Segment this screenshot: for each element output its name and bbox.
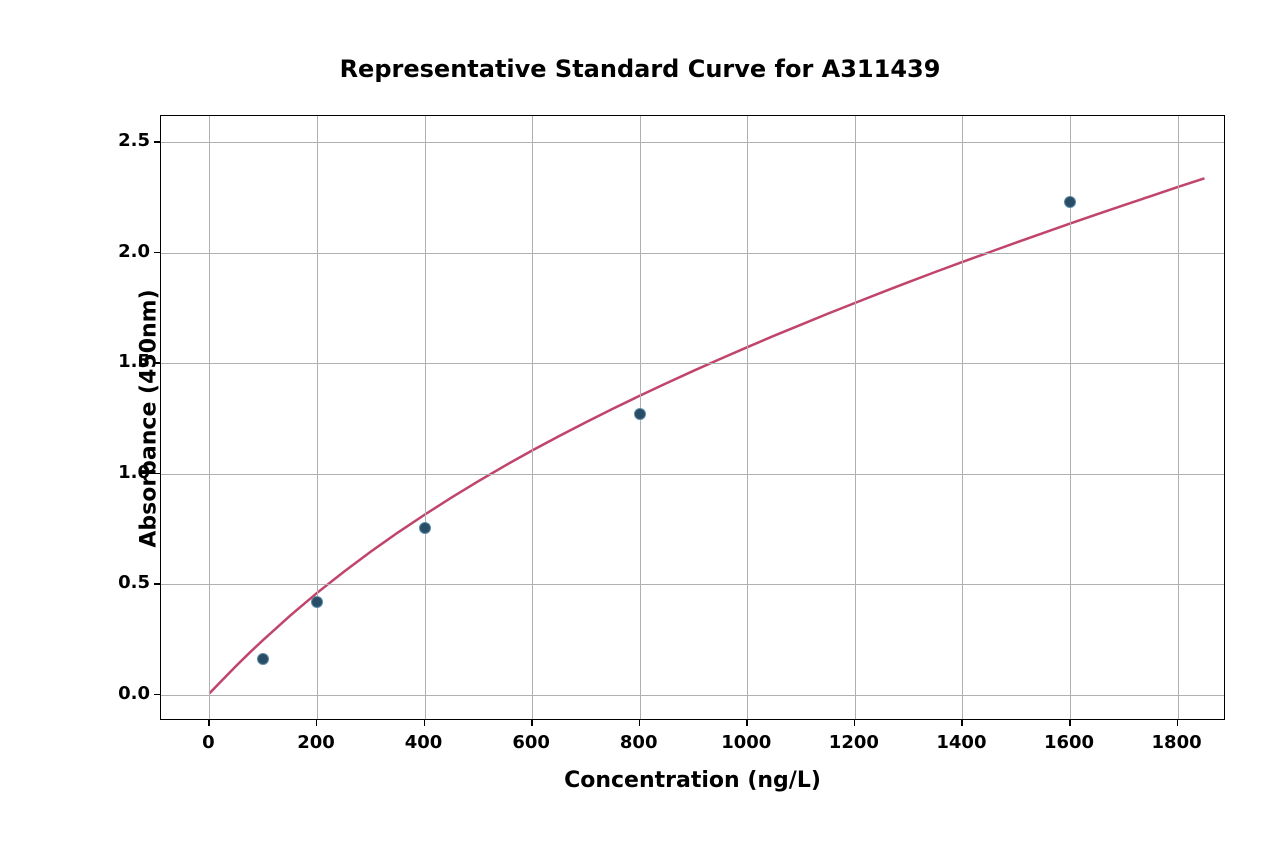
x-tick-mark (1177, 720, 1179, 726)
data-point (311, 596, 323, 608)
grid-line-v (425, 116, 426, 719)
y-tick-label: 0.0 (100, 683, 150, 704)
grid-line-v (317, 116, 318, 719)
y-tick-label: 2.5 (100, 130, 150, 151)
grid-line-h (161, 142, 1224, 143)
x-tick-mark (316, 720, 318, 726)
y-tick-mark (154, 473, 160, 475)
y-tick-label: 1.5 (100, 351, 150, 372)
y-tick-mark (154, 141, 160, 143)
grid-line-h (161, 474, 1224, 475)
grid-line-h (161, 363, 1224, 364)
x-tick-mark (639, 720, 641, 726)
grid-line-v (1178, 116, 1179, 719)
x-tick-mark (746, 720, 748, 726)
grid-line-v (209, 116, 210, 719)
grid-line-v (855, 116, 856, 719)
x-tick-mark (1069, 720, 1071, 726)
data-point (634, 408, 646, 420)
grid-line-v (532, 116, 533, 719)
y-tick-label: 0.5 (100, 572, 150, 593)
curve-path (209, 178, 1204, 693)
x-tick-mark (424, 720, 426, 726)
plot-area (160, 115, 1225, 720)
x-tick-label: 600 (496, 732, 566, 753)
x-tick-mark (854, 720, 856, 726)
y-tick-mark (154, 362, 160, 364)
grid-line-h (161, 253, 1224, 254)
data-point (1064, 196, 1076, 208)
data-point (257, 653, 269, 665)
y-tick-label: 1.0 (100, 462, 150, 483)
grid-line-h (161, 695, 1224, 696)
grid-line-h (161, 584, 1224, 585)
data-point (419, 522, 431, 534)
x-tick-mark (961, 720, 963, 726)
chart-title: Representative Standard Curve for A31143… (0, 55, 1280, 83)
x-tick-label: 1600 (1034, 732, 1104, 753)
grid-line-v (747, 116, 748, 719)
x-tick-mark (208, 720, 210, 726)
y-axis-label: Absorbance (450nm) (137, 289, 162, 547)
y-tick-label: 2.0 (100, 241, 150, 262)
x-tick-label: 1000 (711, 732, 781, 753)
y-tick-mark (154, 252, 160, 254)
y-tick-mark (154, 583, 160, 585)
x-tick-label: 200 (281, 732, 351, 753)
x-tick-label: 1800 (1142, 732, 1212, 753)
x-tick-label: 800 (604, 732, 674, 753)
chart-container: Representative Standard Curve for A31143… (0, 0, 1280, 845)
grid-line-v (962, 116, 963, 719)
x-tick-label: 0 (173, 732, 243, 753)
x-tick-label: 400 (389, 732, 459, 753)
x-tick-label: 1400 (926, 732, 996, 753)
y-tick-mark (154, 694, 160, 696)
x-tick-label: 1200 (819, 732, 889, 753)
x-tick-mark (531, 720, 533, 726)
x-axis-label: Concentration (ng/L) (160, 768, 1225, 793)
